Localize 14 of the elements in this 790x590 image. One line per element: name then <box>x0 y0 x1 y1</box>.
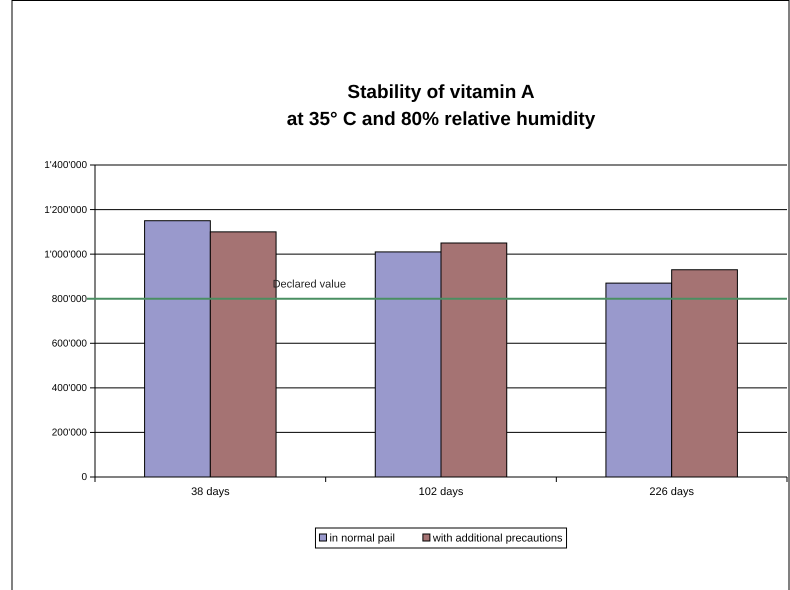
legend-label: in normal pail <box>329 532 395 544</box>
x-tick-label: 102 days <box>418 486 464 498</box>
legend-label: with additional precautions <box>432 532 564 544</box>
y-tick-label: 800'000 <box>52 294 88 305</box>
y-tick-label: 1'200'000 <box>44 204 88 216</box>
y-tick-label: 200'000 <box>52 428 88 439</box>
y-tick-label: 0 <box>81 472 88 484</box>
y-tick-label: 1'400'000 <box>44 160 88 172</box>
y-tick-label: 1'000'000 <box>44 249 88 260</box>
x-tick-label: 226 days <box>649 486 694 498</box>
x-tick-label: 38 days <box>191 486 230 498</box>
y-tick-label: 400'000 <box>52 383 88 394</box>
chart-title: Stability of vitamin A at 35° C and 80% relative humidity <box>286 82 596 130</box>
y-tick-label: 600'000 <box>52 338 88 350</box>
